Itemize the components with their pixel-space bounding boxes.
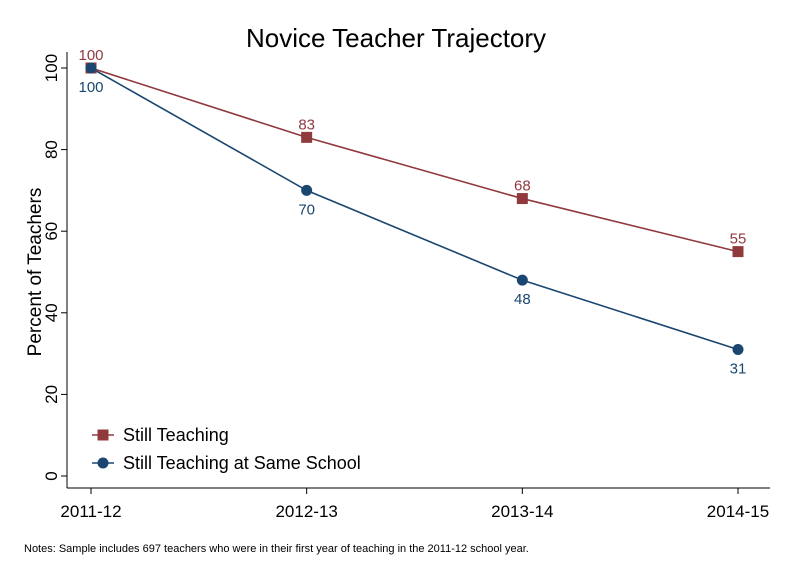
data-label: 70 [298, 201, 315, 218]
y-tick-label: 80 [42, 140, 61, 159]
legend: Still Teaching Still Teaching at Same Sch… [92, 425, 361, 473]
data-point-square [732, 246, 744, 258]
chart-note: Notes: Sample includes 697 teachers who … [24, 543, 529, 555]
data-point-circle [732, 344, 744, 356]
y-ticks: 0 20 40 60 80 100 [42, 54, 67, 481]
data-point-square [301, 131, 313, 143]
data-point-circle [85, 62, 97, 74]
data-label: 31 [730, 361, 747, 378]
series-line-2 [90, 67, 739, 351]
data-label: 68 [514, 178, 531, 195]
x-tick-label: 2012-13 [275, 502, 337, 521]
legend-circle-marker [97, 457, 109, 469]
data-label: 55 [730, 231, 747, 248]
data-point-circle [301, 184, 313, 196]
data-label: 83 [298, 116, 315, 133]
x-ticks: 2011-12 2012-13 2013-14 2014-15 [60, 488, 769, 521]
series-line-1 [90, 67, 739, 253]
y-tick-label: 0 [42, 471, 61, 480]
legend-label: Still Teaching [123, 425, 229, 445]
y-tick-label: 20 [42, 385, 61, 404]
data-point-circle [516, 274, 528, 286]
y-tick-label: 60 [42, 222, 61, 241]
data-point-square [516, 193, 528, 205]
x-tick-label: 2013-14 [491, 502, 553, 521]
x-tick-label: 2011-12 [60, 502, 121, 521]
series-layer: 100 83 68 55 100 70 48 31 [78, 47, 746, 378]
chart-title: Novice Teacher Trajectory [246, 23, 546, 53]
y-axis-label: Percent of Teachers [25, 188, 46, 357]
legend-square-marker [97, 429, 109, 441]
data-label: 48 [514, 291, 531, 308]
x-tick-label: 2014-15 [707, 502, 769, 521]
y-tick-label: 100 [42, 54, 61, 82]
data-label: 100 [78, 47, 103, 64]
data-label: 100 [78, 79, 103, 96]
y-tick-label: 40 [42, 303, 61, 322]
legend-label: Still Teaching at Same School [123, 453, 361, 473]
